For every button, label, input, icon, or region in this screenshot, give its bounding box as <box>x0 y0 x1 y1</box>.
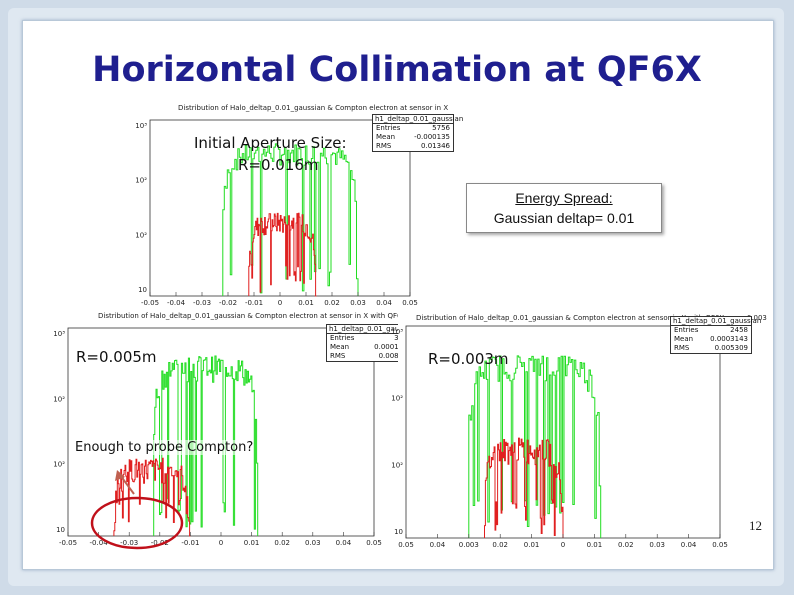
x-tick-label: 0.01 <box>244 539 260 547</box>
stats-entries: 5756 <box>432 124 450 132</box>
x-tick-label: -0.05 <box>59 539 77 547</box>
plot-svg: -0.05 -0.04 -0.03 -0.02 -0.01 0 0.01 0.02 0.03 0.… <box>135 119 418 307</box>
x-tick-label: 0.03 <box>350 299 366 307</box>
stats-rms-label: RMS <box>376 142 392 150</box>
x-tick-label: -0.01 <box>181 539 199 547</box>
aperture-0005-label: R=0.005m <box>76 348 157 366</box>
x-tick-label: 0.05 <box>366 539 382 547</box>
stats-rms: 0.005309 <box>714 344 748 352</box>
x-tick-label: 0.01 <box>587 541 603 549</box>
y-tick-label: 10 <box>138 286 147 294</box>
energy-spread-heading: Energy Spread: <box>515 190 613 206</box>
series-green-histogram <box>153 355 259 536</box>
plot-title: Distribution of Halo_deltap_0.01_gaussia… <box>416 314 767 322</box>
stats-entries-label: Entries <box>376 124 401 132</box>
plot-title: Distribution of Halo_deltap_0.01_gaussia… <box>178 104 449 112</box>
x-tick-label: 0.04 <box>376 299 392 307</box>
x-tick-label: 0.04 <box>681 541 697 549</box>
series-green-histogram <box>222 143 359 296</box>
stats-rms-label: RMS <box>330 352 346 360</box>
initial-aperture-value: R=0.016m <box>238 156 319 174</box>
histogram-aperture-0003: Distribution of Halo_deltap_0.01_gaussia… <box>391 312 767 552</box>
y-tick-label: 10² <box>391 395 403 403</box>
series-red-histogram <box>113 457 191 537</box>
aperture-0003-label: R=0.003m <box>428 350 509 368</box>
stats-name: h1_deltap_0.01_gaussian <box>671 317 762 326</box>
x-tick-label: 0.02 <box>324 299 340 307</box>
x-tick-label: 0.05 <box>398 541 414 549</box>
y-tick-label: 10² <box>53 461 65 469</box>
x-tick-label: -0.01 <box>245 299 263 307</box>
y-tick-label: 10³ <box>53 330 65 338</box>
x-tick-label: -0.02 <box>219 299 237 307</box>
compton-note: Enough to probe Compton? <box>75 440 254 455</box>
stats-name: h1_deltap_0.01_gaussian <box>327 325 418 334</box>
plot-svg: 0.05 0.04 0.003 0.02 0.01 0 0.01 0.02 0.03 0.04 0.… <box>391 325 728 549</box>
x-tick-label: 0 <box>219 539 223 547</box>
x-tick-label: 0 <box>561 541 565 549</box>
x-tick-label: 0.02 <box>274 539 290 547</box>
stats-entries-label: Entries <box>674 326 699 334</box>
y-tick-label: 10³ <box>391 328 403 336</box>
x-tick-label: 0.05 <box>402 299 418 307</box>
x-tick-label: 0.04 <box>430 541 446 549</box>
x-tick-label: -0.04 <box>167 299 186 307</box>
x-tick-label: -0.05 <box>141 299 159 307</box>
y-tick-label: 10² <box>53 395 65 403</box>
x-tick-label: 0.02 <box>492 541 508 549</box>
y-tick-label: 10³ <box>135 122 147 130</box>
stats-mean-label: Mean <box>330 343 350 351</box>
y-tick-label: 10 <box>394 528 403 536</box>
y-tick-label: 10² <box>135 231 147 239</box>
x-tick-label: 0.03 <box>305 539 321 547</box>
page-number: 12 <box>749 518 762 533</box>
stats-mean: 0.0003143 <box>710 335 748 343</box>
stats-rms: 0.008295 <box>378 352 412 360</box>
x-tick-label: 0.05 <box>712 541 728 549</box>
stats-mean-label: Mean <box>674 335 694 343</box>
histogram-initial-aperture: Distribution of Halo_deltap_0.01_gaussia… <box>130 102 463 310</box>
y-tick-label: 10² <box>391 461 403 469</box>
x-tick-label: 0.01 <box>298 299 314 307</box>
stats-entries: 2458 <box>730 326 748 334</box>
energy-spread-value: Gaussian deltap= 0.01 <box>493 210 635 226</box>
x-tick-label: -0.04 <box>90 539 109 547</box>
x-tick-label: 0.04 <box>336 539 352 547</box>
energy-spread-callout: Energy Spread: Gaussian deltap= 0.01 <box>466 183 662 233</box>
stats-mean: 0.0001342 <box>374 343 412 351</box>
x-tick-label: 0.02 <box>618 541 634 549</box>
x-tick-label: -0.03 <box>193 299 211 307</box>
x-tick-label: 0.01 <box>524 541 540 549</box>
y-tick-label: 10 <box>56 526 65 534</box>
x-tick-label: 0.003 <box>459 541 479 549</box>
stats-mean: -0.000135 <box>414 133 450 141</box>
stats-rms: 0.01346 <box>421 142 450 150</box>
stats-rms-label: RMS <box>674 344 690 352</box>
x-tick-label: 0 <box>278 299 282 307</box>
stats-box: h1_deltap_0.01_gaussian Entries 2458 Mean… <box>670 316 762 354</box>
series-red-histogram <box>484 437 564 538</box>
y-tick-label: 10² <box>135 177 147 185</box>
stats-name: h1_deltap_0.01_gaussian <box>373 115 464 124</box>
stats-entries-label: Entries <box>330 334 355 342</box>
plot-title: Distribution of Halo_deltap_0.01_gaussia… <box>98 312 449 320</box>
slide-title: Horizontal Collimation at QF6X <box>92 50 702 90</box>
x-tick-label: 0.03 <box>649 541 665 549</box>
series-red-histogram <box>248 212 317 297</box>
stats-box: h1_deltap_0.01_gaussian Entries 5756 Mean… <box>372 114 464 152</box>
stats-mean-label: Mean <box>376 133 396 141</box>
series-green-histogram <box>468 355 602 538</box>
x-tick-label: -0.02 <box>151 539 169 547</box>
initial-aperture-label: Initial Aperture Size: <box>194 134 347 152</box>
x-tick-label: -0.03 <box>120 539 138 547</box>
